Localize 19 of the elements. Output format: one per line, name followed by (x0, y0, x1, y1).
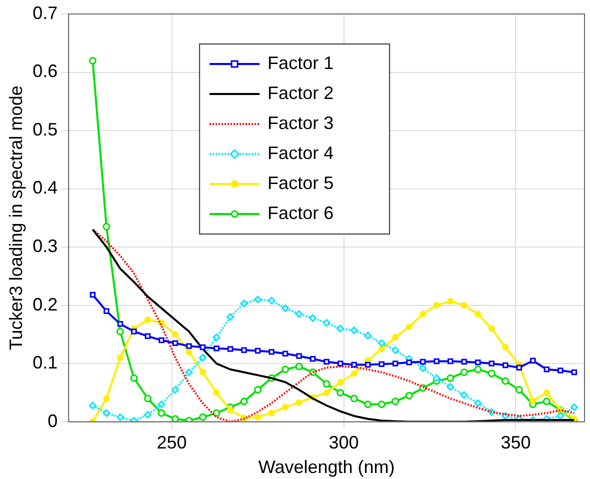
y-tick-label: 0.7 (32, 2, 58, 23)
x-tick-label: 350 (500, 432, 531, 453)
y-tick-label: 0 (48, 410, 58, 431)
y-tick-label: 0.5 (32, 119, 58, 140)
y-axis-title: Tucker3 loading in spectral mode (6, 86, 26, 350)
legend-label: Factor 4 (268, 142, 334, 163)
legend-label: Factor 2 (268, 82, 334, 103)
legend-label: Factor 6 (268, 202, 334, 223)
legend-label: Factor 1 (268, 52, 334, 73)
y-tick-label: 0.3 (32, 236, 58, 256)
x-tick-label: 300 (328, 432, 359, 453)
legend-label: Factor 3 (268, 112, 334, 133)
y-tick-label: 0.4 (32, 178, 58, 198)
y-tick-label: 0.2 (32, 294, 58, 314)
legend-label: Factor 5 (268, 172, 334, 193)
y-tick-label: 0.6 (32, 61, 58, 82)
y-tick-label: 0.1 (32, 352, 58, 373)
x-tick-label: 250 (156, 432, 187, 453)
x-axis-title: Wavelength (nm) (258, 457, 395, 478)
